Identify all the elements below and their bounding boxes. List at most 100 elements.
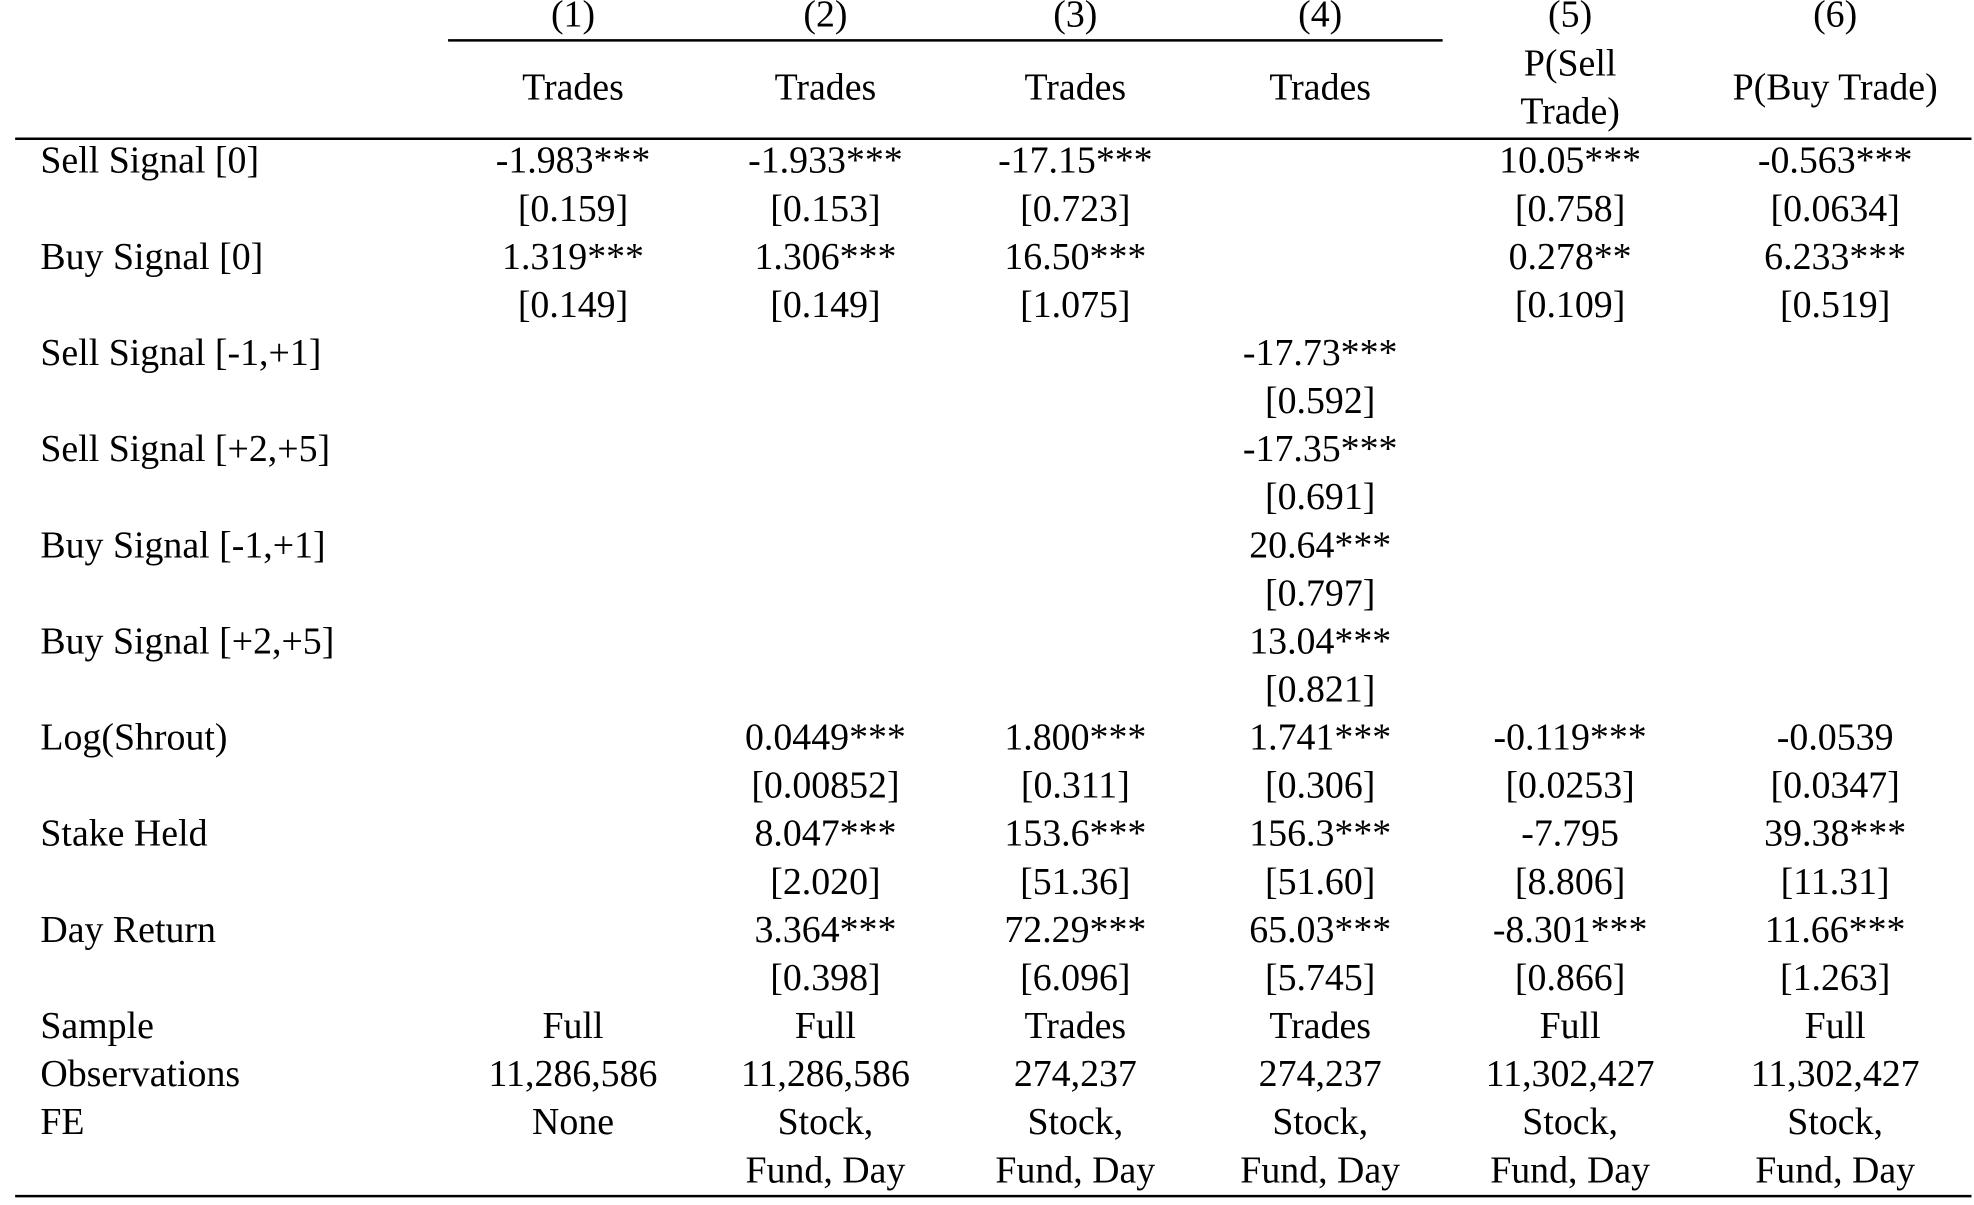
column-title: P(Buy Trade)	[1733, 67, 1938, 109]
standard-error: [51.60]	[1265, 861, 1375, 903]
coefficient: 39.38***	[1764, 813, 1906, 855]
footer-cell: Fund, Day	[1240, 1149, 1400, 1191]
footer-cell: 274,237	[1259, 1053, 1382, 1095]
row-label: Buy Signal [-1,+1]	[40, 524, 325, 566]
standard-error: [0.0253]	[1505, 765, 1634, 807]
coefficient: 8.047***	[754, 813, 896, 855]
standard-error: [0.149]	[518, 284, 628, 326]
standard-error: [0.519]	[1780, 284, 1890, 326]
standard-error: [0.0634]	[1771, 188, 1900, 230]
standard-error: [0.0347]	[1771, 765, 1900, 807]
row-label: Observations	[40, 1053, 240, 1095]
coefficient: -7.795	[1521, 813, 1619, 855]
column-title: Trades	[775, 67, 877, 109]
footer-cell: Stock,	[1272, 1101, 1368, 1143]
row-label: Day Return	[40, 909, 216, 951]
footer-cell: 11,302,427	[1751, 1053, 1920, 1095]
footer-cell: Full	[1805, 1005, 1866, 1047]
column-number: (5)	[1548, 0, 1592, 35]
row-label: FE	[40, 1101, 84, 1143]
footer-cell: Full	[795, 1005, 856, 1047]
coefficient: -1.983***	[496, 140, 651, 182]
footer-cell: 11,302,427	[1486, 1053, 1655, 1095]
footer-cell: Fund, Day	[995, 1149, 1155, 1191]
row-label: Sample	[40, 1005, 154, 1047]
footer-cell: Trades	[1269, 1005, 1371, 1047]
column-title: Trades	[1025, 67, 1127, 109]
column-number: (1)	[551, 0, 595, 35]
column-number: (3)	[1053, 0, 1097, 35]
footer-cell: 274,237	[1014, 1053, 1137, 1095]
footer-cell: 11,286,586	[741, 1053, 910, 1095]
coefficient: 16.50***	[1004, 236, 1146, 278]
footer-cell: Full	[1540, 1005, 1601, 1047]
column-title: Trade)	[1520, 91, 1620, 133]
standard-error: [8.806]	[1515, 861, 1625, 903]
coefficient: 65.03***	[1249, 909, 1391, 951]
coefficient: 72.29***	[1004, 909, 1146, 951]
row-label: Stake Held	[40, 813, 207, 855]
coefficient: 153.6***	[1004, 813, 1146, 855]
coefficient: 1.319***	[502, 236, 644, 278]
standard-error: [0.306]	[1265, 765, 1375, 807]
row-label: Buy Signal [0]	[40, 236, 263, 278]
coefficient: 20.64***	[1249, 524, 1391, 566]
standard-error: [0.159]	[518, 188, 628, 230]
footer-cell: Stock,	[1028, 1101, 1124, 1143]
coefficient: 0.0449***	[745, 717, 906, 759]
row-label: Log(Shrout)	[40, 717, 227, 759]
coefficient: 0.278**	[1509, 236, 1632, 278]
standard-error: [0.797]	[1265, 572, 1375, 614]
footer-cell: Stock,	[778, 1101, 874, 1143]
standard-error: [6.096]	[1020, 957, 1130, 999]
coefficient: 3.364***	[754, 909, 896, 951]
standard-error: [51.36]	[1020, 861, 1130, 903]
standard-error: [5.745]	[1265, 957, 1375, 999]
coefficient: 6.233***	[1764, 236, 1906, 278]
coefficient: -17.73***	[1243, 332, 1398, 374]
coefficient: -17.15***	[998, 140, 1153, 182]
coefficient: 1.800***	[1004, 717, 1146, 759]
footer-cell: Fund, Day	[1490, 1149, 1650, 1191]
coefficient: -0.0539	[1777, 717, 1894, 759]
coefficient: -8.301***	[1493, 909, 1648, 951]
footer-cell: Fund, Day	[746, 1149, 906, 1191]
row-label: Buy Signal [+2,+5]	[40, 620, 334, 662]
column-number: (4)	[1298, 0, 1342, 35]
standard-error: [0.592]	[1265, 380, 1375, 422]
standard-error: [0.866]	[1515, 957, 1625, 999]
column-number: (6)	[1813, 0, 1857, 35]
column-number: (2)	[803, 0, 847, 35]
standard-error: [0.691]	[1265, 476, 1375, 518]
standard-error: [1.263]	[1780, 957, 1890, 999]
standard-error: [0.153]	[770, 188, 880, 230]
standard-error: [0.398]	[770, 957, 880, 999]
standard-error: [0.723]	[1020, 188, 1130, 230]
row-label: Sell Signal [+2,+5]	[40, 428, 330, 470]
coefficient: -17.35***	[1243, 428, 1398, 470]
coefficient: -0.119***	[1494, 717, 1647, 759]
standard-error: [0.00852]	[751, 765, 899, 807]
footer-cell: Full	[543, 1005, 604, 1047]
standard-error: [0.758]	[1515, 188, 1625, 230]
column-title: Trades	[1269, 67, 1371, 109]
standard-error: [0.311]	[1021, 765, 1130, 807]
column-title: Trades	[522, 67, 624, 109]
coefficient: 11.66***	[1765, 909, 1906, 951]
coefficient: -1.933***	[748, 140, 903, 182]
standard-error: [2.020]	[770, 861, 880, 903]
coefficient: -0.563***	[1758, 140, 1913, 182]
standard-error: [0.109]	[1515, 284, 1625, 326]
standard-error: [11.31]	[1781, 861, 1890, 903]
row-label: Sell Signal [0]	[40, 140, 259, 182]
footer-cell: None	[532, 1101, 614, 1143]
standard-error: [0.149]	[770, 284, 880, 326]
footer-cell: Stock,	[1522, 1101, 1618, 1143]
standard-error: [0.821]	[1265, 669, 1375, 711]
footer-cell: Stock,	[1787, 1101, 1883, 1143]
footer-cell: 11,286,586	[489, 1053, 658, 1095]
coefficient: 10.05***	[1499, 140, 1641, 182]
row-label: Sell Signal [-1,+1]	[40, 332, 321, 374]
